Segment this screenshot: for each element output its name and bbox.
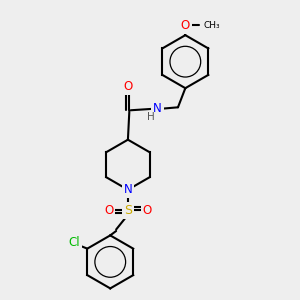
Text: O: O [181, 19, 190, 32]
Text: N: N [153, 102, 162, 115]
Text: O: O [104, 204, 113, 217]
Text: H: H [147, 112, 155, 122]
Text: S: S [124, 204, 132, 217]
Text: N: N [124, 183, 132, 196]
Text: CH₃: CH₃ [203, 21, 220, 30]
Text: Cl: Cl [68, 236, 80, 249]
Text: O: O [123, 80, 133, 93]
Text: O: O [142, 204, 152, 217]
